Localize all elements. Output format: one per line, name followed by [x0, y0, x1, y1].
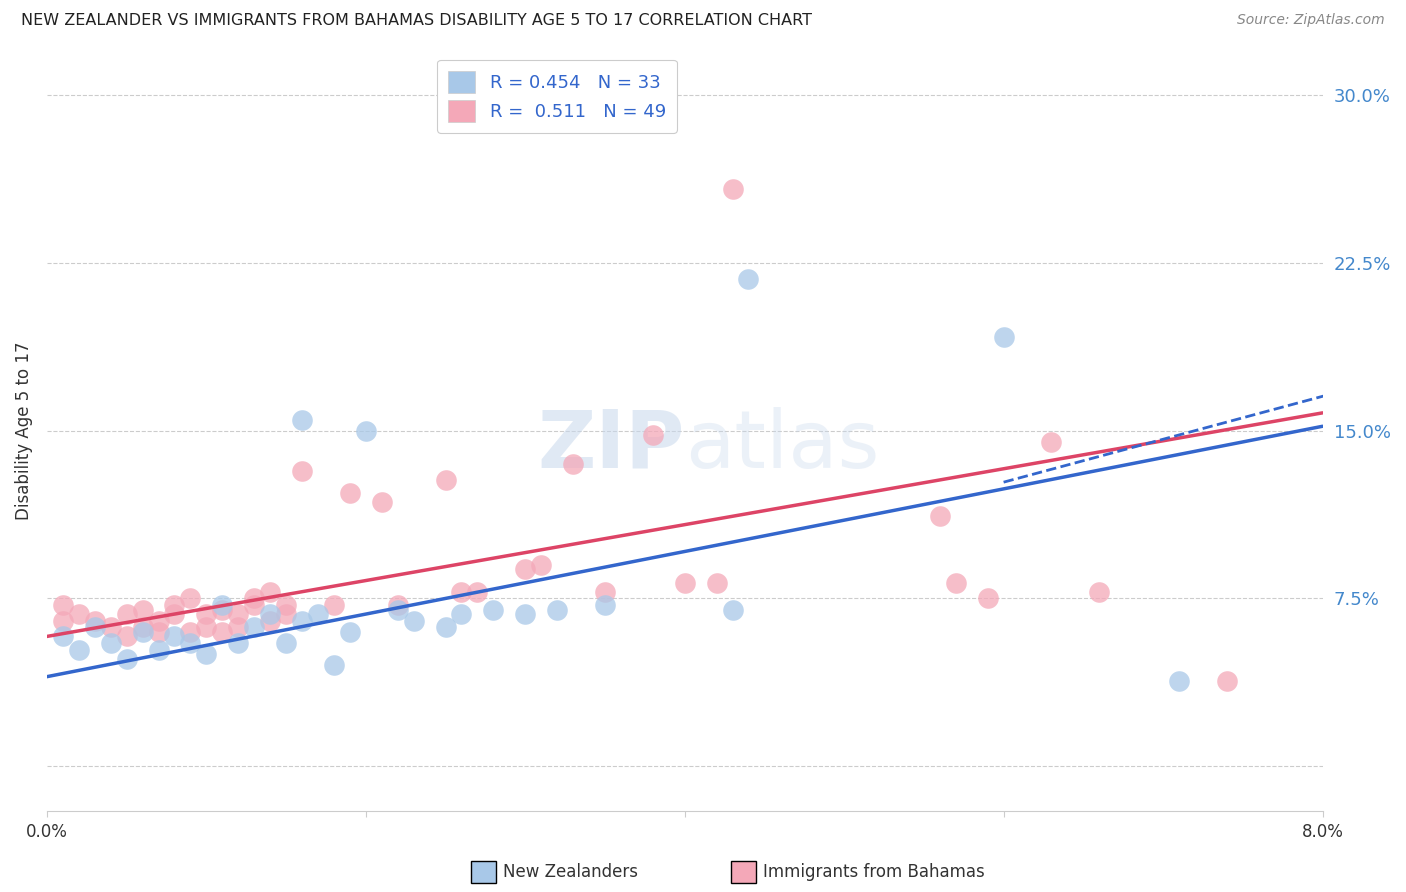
Point: [434, 620, 457, 634]
Point: [515, 562, 537, 576]
Point: [387, 602, 409, 616]
Point: [450, 607, 472, 621]
Point: [211, 624, 233, 639]
Point: [52, 598, 75, 612]
Point: [100, 620, 122, 634]
Text: Immigrants from Bahamas: Immigrants from Bahamas: [763, 863, 986, 881]
Point: [83, 614, 105, 628]
Point: [67, 643, 90, 657]
Point: [148, 624, 170, 639]
Point: [339, 624, 361, 639]
Point: [354, 424, 377, 438]
Point: [211, 598, 233, 612]
Point: [195, 648, 218, 662]
Point: [243, 620, 266, 634]
Text: NEW ZEALANDER VS IMMIGRANTS FROM BAHAMAS DISABILITY AGE 5 TO 17 CORRELATION CHAR: NEW ZEALANDER VS IMMIGRANTS FROM BAHAMAS…: [21, 13, 813, 29]
Point: [274, 636, 297, 650]
Point: [976, 591, 998, 606]
Point: [115, 652, 138, 666]
Point: [274, 598, 297, 612]
Point: [721, 182, 744, 196]
Point: [945, 575, 967, 590]
Point: [274, 607, 297, 621]
Point: [163, 629, 186, 643]
Point: [322, 598, 344, 612]
Point: [641, 428, 664, 442]
Point: [1088, 584, 1111, 599]
Point: [467, 584, 489, 599]
Point: [387, 598, 409, 612]
Point: [515, 607, 537, 621]
Point: [100, 636, 122, 650]
Point: [706, 575, 728, 590]
Text: atlas: atlas: [685, 407, 879, 485]
Point: [1040, 434, 1063, 449]
Point: [259, 607, 281, 621]
Point: [546, 602, 568, 616]
Point: [179, 591, 201, 606]
Point: [1216, 674, 1239, 689]
Point: [371, 495, 394, 509]
Point: [291, 614, 314, 628]
Text: New Zealanders: New Zealanders: [503, 863, 638, 881]
Point: [226, 636, 249, 650]
Point: [115, 629, 138, 643]
Point: [52, 629, 75, 643]
Point: [291, 464, 314, 478]
Point: [593, 584, 616, 599]
Y-axis label: Disability Age 5 to 17: Disability Age 5 to 17: [15, 342, 32, 520]
Point: [993, 330, 1015, 344]
Point: [530, 558, 553, 572]
Point: [52, 614, 75, 628]
Point: [148, 614, 170, 628]
Text: ZIP: ZIP: [537, 407, 685, 485]
Point: [226, 607, 249, 621]
Point: [195, 607, 218, 621]
Point: [259, 614, 281, 628]
Point: [928, 508, 950, 523]
Point: [307, 607, 329, 621]
Point: [179, 636, 201, 650]
Point: [291, 412, 314, 426]
Point: [163, 598, 186, 612]
Point: [67, 607, 90, 621]
Point: [1168, 674, 1191, 689]
Point: [434, 473, 457, 487]
Point: [131, 624, 153, 639]
Point: [115, 607, 138, 621]
Point: [402, 614, 425, 628]
Point: [131, 602, 153, 616]
Point: [148, 643, 170, 657]
Point: [721, 602, 744, 616]
Legend: R = 0.454   N = 33, R =  0.511   N = 49: R = 0.454 N = 33, R = 0.511 N = 49: [437, 60, 676, 133]
Point: [322, 658, 344, 673]
Point: [211, 602, 233, 616]
Point: [163, 607, 186, 621]
Point: [226, 620, 249, 634]
Point: [243, 591, 266, 606]
Text: Source: ZipAtlas.com: Source: ZipAtlas.com: [1237, 13, 1385, 28]
Point: [450, 584, 472, 599]
Point: [179, 624, 201, 639]
Point: [339, 486, 361, 500]
Point: [562, 457, 585, 471]
Point: [83, 620, 105, 634]
Point: [195, 620, 218, 634]
Point: [259, 584, 281, 599]
Point: [673, 575, 696, 590]
Point: [482, 602, 505, 616]
Point: [243, 598, 266, 612]
Point: [593, 598, 616, 612]
Point: [131, 620, 153, 634]
Point: [737, 271, 759, 285]
